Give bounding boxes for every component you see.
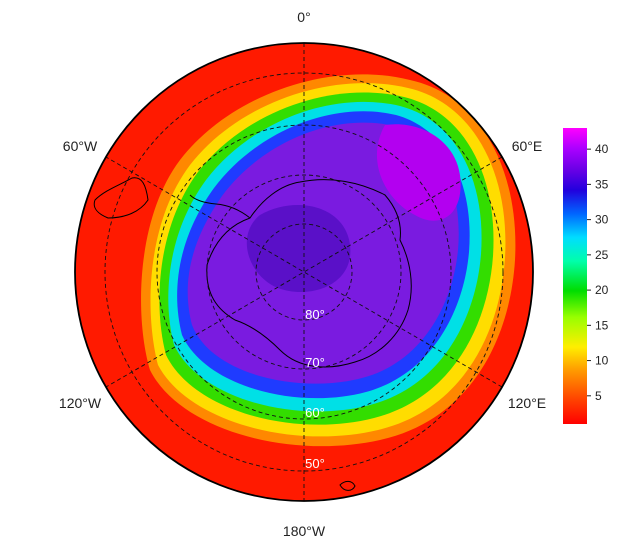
meridian-120-300 xyxy=(105,156,503,388)
colorbar: 5 10 15 20 25 30 35 40 xyxy=(563,128,609,424)
lon-label-0: 0° xyxy=(297,9,310,25)
map-border xyxy=(74,42,534,502)
lon-label-60e: 60°E xyxy=(512,138,543,154)
parallel-50 xyxy=(104,72,504,472)
lat-label-60: 60° xyxy=(305,405,325,420)
meridian-60-240 xyxy=(105,156,503,388)
colorbar-tick-label: 5 xyxy=(595,389,602,403)
field-magenta-peak xyxy=(376,124,461,221)
parallel-60 xyxy=(156,124,452,420)
longitude-labels: 0° 60°E 120°E 180°W 120°W 60°W xyxy=(59,9,546,539)
lat-label-70: 70° xyxy=(305,355,325,370)
lat-label-80: 80° xyxy=(305,307,325,322)
antarctic-peninsula-coastline xyxy=(189,194,251,219)
lat-label-50: 50° xyxy=(305,456,325,471)
latitude-labels: 80° 70° 60° 50° xyxy=(305,307,325,471)
lon-label-180w: 180°W xyxy=(283,523,326,539)
new-zealand-coastline xyxy=(339,480,356,491)
colorbar-tick-label: 20 xyxy=(595,283,609,297)
lon-label-60w: 60°W xyxy=(63,138,98,154)
graticule xyxy=(104,43,504,501)
colorbar-tick-label: 25 xyxy=(595,248,609,262)
colorbar-tick-label: 15 xyxy=(595,318,609,332)
ozone-field xyxy=(75,43,533,501)
colorbar-tick-label: 35 xyxy=(595,177,609,191)
lon-label-120e: 120°E xyxy=(508,395,546,411)
antarctica-coastline xyxy=(206,179,412,368)
colorbar-tick-label: 40 xyxy=(595,142,609,156)
colorbar-ticks: 5 10 15 20 25 30 35 40 xyxy=(587,142,609,403)
colorbar-ramp xyxy=(563,128,587,424)
colorbar-tick-label: 30 xyxy=(595,213,609,227)
parallel-70 xyxy=(206,174,402,370)
parallel-80 xyxy=(255,223,353,321)
lon-label-120w: 120°W xyxy=(59,395,102,411)
field-dark-minimum xyxy=(246,205,351,293)
south-america-coastline xyxy=(93,177,149,219)
coastlines xyxy=(93,177,412,491)
colorbar-tick-label: 10 xyxy=(595,354,609,368)
